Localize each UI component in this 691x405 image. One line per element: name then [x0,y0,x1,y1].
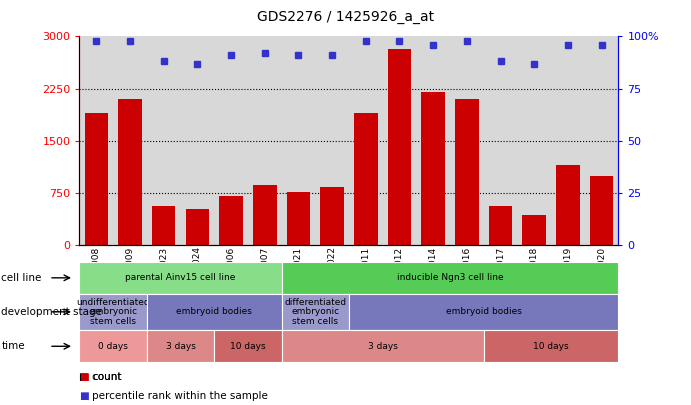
Text: cell line: cell line [1,273,41,283]
Text: development stage: development stage [1,307,102,317]
Text: differentiated
embryonic
stem cells: differentiated embryonic stem cells [284,298,346,326]
Text: 3 days: 3 days [166,342,196,351]
Bar [354,113,377,245]
Text: embryoid bodies: embryoid bodies [176,307,252,316]
Text: 0 days: 0 days [98,342,128,351]
Text: embryoid bodies: embryoid bodies [446,307,522,316]
Text: count: count [92,373,122,382]
Text: 10 days: 10 days [230,342,266,351]
Text: 10 days: 10 days [533,342,569,351]
Text: inducible Ngn3 cell line: inducible Ngn3 cell line [397,273,503,282]
Bar [219,196,243,245]
Bar [321,187,344,245]
Bar [590,175,614,245]
Text: percentile rank within the sample: percentile rank within the sample [92,391,268,401]
Text: time: time [1,341,25,351]
Bar [489,206,512,245]
Bar [455,99,479,245]
Bar [388,49,411,245]
Bar [422,92,445,245]
Bar [253,185,276,245]
Bar [522,215,546,245]
Text: undifferentiated
embryonic
stem cells: undifferentiated embryonic stem cells [76,298,150,326]
Text: GDS2276 / 1425926_a_at: GDS2276 / 1425926_a_at [257,10,434,24]
Text: ■ count: ■ count [79,373,122,382]
Text: ■: ■ [79,391,89,401]
Bar [186,209,209,245]
Bar [556,165,580,245]
Bar [287,192,310,245]
Text: parental Ainv15 cell line: parental Ainv15 cell line [125,273,236,282]
Bar [152,206,176,245]
Bar [118,99,142,245]
Text: 3 days: 3 days [368,342,397,351]
Text: ■: ■ [79,373,89,382]
Bar [84,113,108,245]
